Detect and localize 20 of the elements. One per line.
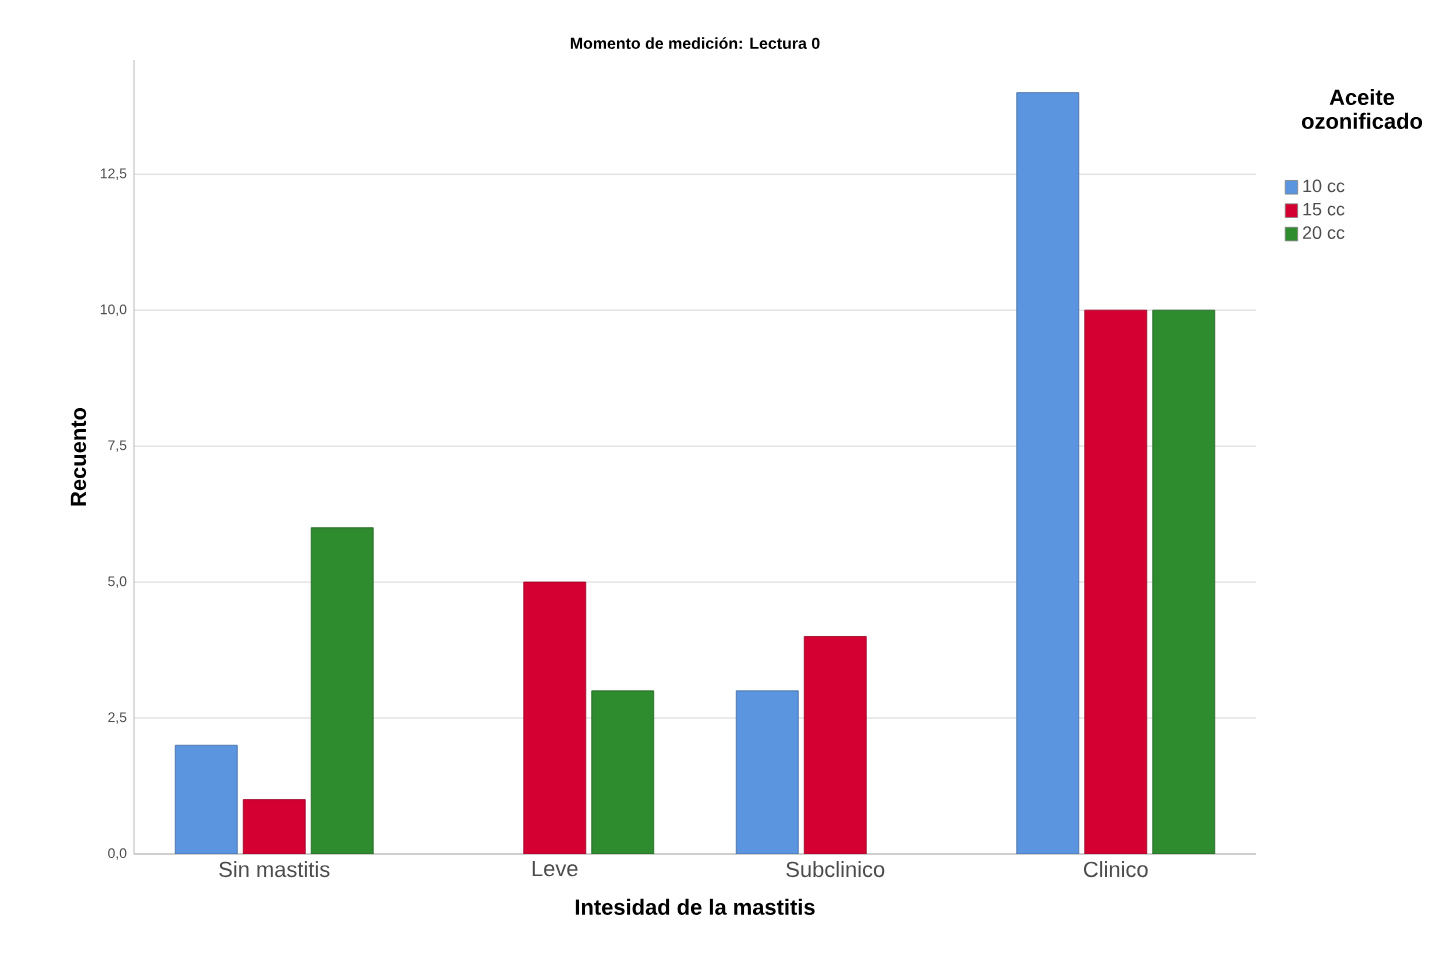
bar <box>242 799 306 854</box>
x-tick-label: Sin mastitis <box>219 861 330 878</box>
bar <box>591 690 655 854</box>
bar <box>1152 309 1216 854</box>
x-axis-title: Intesidad de la mastitis <box>575 898 815 915</box>
bar <box>1084 309 1148 854</box>
bar <box>523 581 587 854</box>
legend-label: 20 cc <box>1302 226 1345 240</box>
x-tick-label: Clinico <box>1083 861 1148 878</box>
legend-title: Aceite ozonificado <box>1301 88 1423 129</box>
bar <box>1016 92 1080 854</box>
x-tick-label: Subclinico <box>786 861 885 878</box>
x-tick-label: Leve <box>532 861 578 877</box>
bar <box>174 744 238 854</box>
legend-label: 10 cc <box>1303 179 1345 193</box>
bar <box>735 690 799 854</box>
legend-label: 15 cc <box>1303 203 1345 216</box>
bar <box>803 636 867 854</box>
bar <box>310 527 374 854</box>
y-axis-title: Recuento <box>70 407 87 506</box>
